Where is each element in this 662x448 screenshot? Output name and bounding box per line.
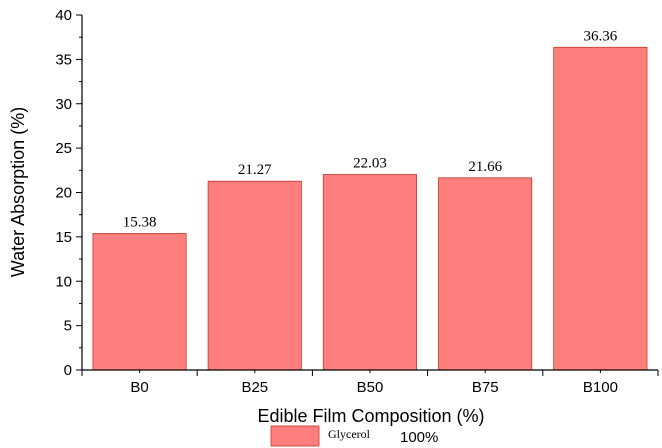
y-tick-label: 40 <box>55 7 72 24</box>
bar-b50 <box>322 174 417 371</box>
bars <box>92 46 648 371</box>
x-axis-title: Edible Film Composition (%) <box>257 406 484 426</box>
legend-series-name: Glycerol <box>328 427 371 441</box>
x-tick-label: B50 <box>357 379 384 396</box>
data-label-b100: 36.36 <box>584 28 618 44</box>
data-label-b25: 21.27 <box>238 162 272 178</box>
y-tick-label: 30 <box>55 96 72 113</box>
data-label-b75: 21.66 <box>468 159 502 175</box>
y-tick-label: 25 <box>55 140 72 157</box>
y-axis: 0 5 10 15 20 25 30 35 40 <box>55 7 83 379</box>
y-tick-label: 0 <box>64 362 72 379</box>
y-tick-label: 10 <box>55 273 72 290</box>
x-axis: B0 B25 B50 B75 B100 <box>81 369 659 396</box>
legend: Glycerol 100% <box>270 425 438 447</box>
data-label-b50: 22.03 <box>353 156 387 172</box>
y-tick-label: 35 <box>55 51 72 68</box>
y-axis-title: Water Absorption (%) <box>8 107 28 277</box>
x-tick-label: B0 <box>130 379 148 396</box>
bar-labels: 15.38 21.27 22.03 21.66 36.36 <box>123 28 618 230</box>
bar-b0 <box>92 233 187 371</box>
bar-b75 <box>438 177 533 371</box>
x-tick-label: B25 <box>241 379 268 396</box>
y-tick-label: 20 <box>55 185 72 202</box>
plot-area: 15.38 21.27 22.03 21.66 36.36 0 5 10 15 20 25 30 35… <box>55 7 659 396</box>
legend-value-text: 100% <box>400 429 438 446</box>
y-tick-label: 5 <box>64 318 72 335</box>
x-tick-label: B75 <box>472 379 499 396</box>
x-tick-label: B100 <box>583 379 618 396</box>
bar-b100 <box>553 46 648 371</box>
data-label-b0: 15.38 <box>123 215 157 231</box>
bar-b25 <box>207 180 302 371</box>
legend-swatch <box>270 425 320 447</box>
y-tick-label: 15 <box>55 229 72 246</box>
